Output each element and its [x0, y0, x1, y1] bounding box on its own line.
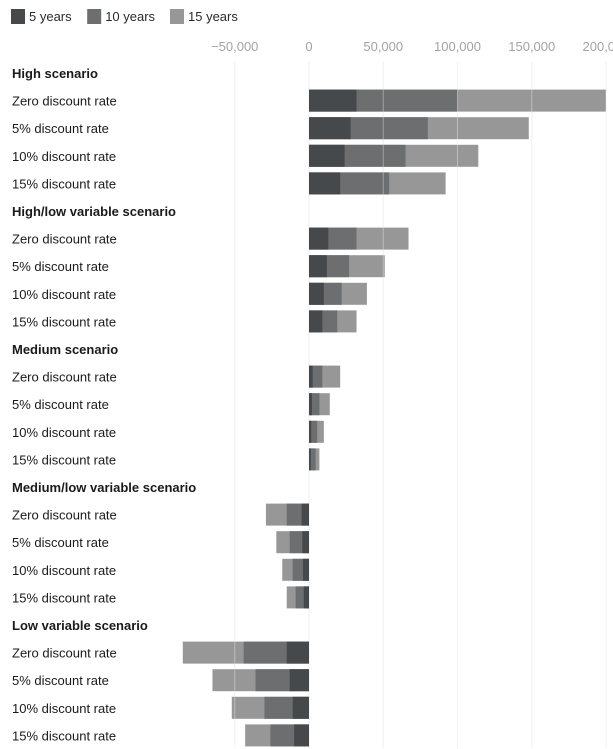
bar-5-years: [292, 696, 309, 719]
category-label: Zero discount rate: [12, 646, 117, 661]
bar-5-years: [301, 503, 309, 526]
category-label: 15% discount rate: [12, 176, 116, 191]
bar-5-years: [309, 144, 345, 167]
legend-label: 10 years: [105, 9, 155, 24]
bar-5-years: [303, 586, 309, 609]
bar-5-years: [289, 669, 309, 692]
group-label: Low variable scenario: [12, 618, 148, 633]
category-label: Zero discount rate: [12, 94, 117, 109]
category-label: 15% discount rate: [12, 314, 116, 329]
category-label: 5% discount rate: [12, 259, 109, 274]
bar-5-years: [309, 420, 312, 443]
category-label: 5% discount rate: [12, 397, 109, 412]
category-label: 15% discount rate: [12, 590, 116, 605]
bar-5-years: [309, 227, 329, 250]
legend-label: 15 years: [188, 9, 238, 24]
bar-5-years: [303, 558, 309, 581]
x-tick-label: 200,000: [583, 39, 613, 54]
label-layer: High scenario Zero discount rate 5% discou…: [12, 66, 196, 743]
category-label: 10% discount rate: [12, 149, 116, 164]
legend-swatch: [11, 9, 25, 24]
bar-5-years: [309, 172, 341, 195]
x-tick-label: 0: [305, 39, 312, 54]
legend: 5 years 10 years 15 years: [11, 9, 238, 24]
legend-label: 5 years: [29, 9, 72, 24]
category-label: 5% discount rate: [12, 121, 109, 136]
x-tick-label: 150,000: [508, 39, 555, 54]
group-label: Medium/low variable scenario: [12, 480, 196, 495]
category-label: 5% discount rate: [12, 673, 109, 688]
x-tick-label: 50,000: [363, 39, 403, 54]
bar-5-years: [309, 448, 311, 471]
bar-5-years: [309, 310, 323, 333]
bar-10-years: [309, 448, 316, 471]
x-tick-label: 100,000: [434, 39, 481, 54]
bar-5-years: [309, 255, 327, 278]
bar-10-years: [309, 420, 318, 443]
tick-layer: −50,000 0 50,000 100,000 150,000 200,000: [211, 39, 613, 54]
group-label: High scenario: [12, 66, 98, 81]
bar-layer: [182, 62, 607, 748]
group-label: High/low variable scenario: [12, 204, 176, 219]
category-label: 10% discount rate: [12, 425, 116, 440]
category-label: 15% discount rate: [12, 452, 116, 467]
bar-5-years: [309, 393, 312, 416]
category-label: 10% discount rate: [12, 701, 116, 716]
bar-5-years: [309, 282, 324, 305]
category-label: 10% discount rate: [12, 563, 116, 578]
group-label: Medium scenario: [12, 342, 118, 357]
bar-5-years: [309, 117, 351, 140]
bar-5-years: [286, 641, 309, 664]
bar-5-years: [309, 89, 357, 112]
bar-5-years: [294, 724, 309, 747]
x-tick-label: −50,000: [211, 39, 258, 54]
bar-5-years: [302, 531, 309, 554]
category-label: Zero discount rate: [12, 508, 117, 523]
legend-swatch: [87, 9, 102, 24]
category-label: Zero discount rate: [12, 370, 117, 385]
bar-5-years: [309, 365, 313, 388]
category-label: 5% discount rate: [12, 535, 109, 550]
category-label: 15% discount rate: [12, 728, 116, 743]
category-label: 10% discount rate: [12, 287, 116, 302]
legend-swatch: [170, 9, 184, 24]
bar-10-years: [309, 393, 320, 416]
category-label: Zero discount rate: [12, 232, 117, 247]
